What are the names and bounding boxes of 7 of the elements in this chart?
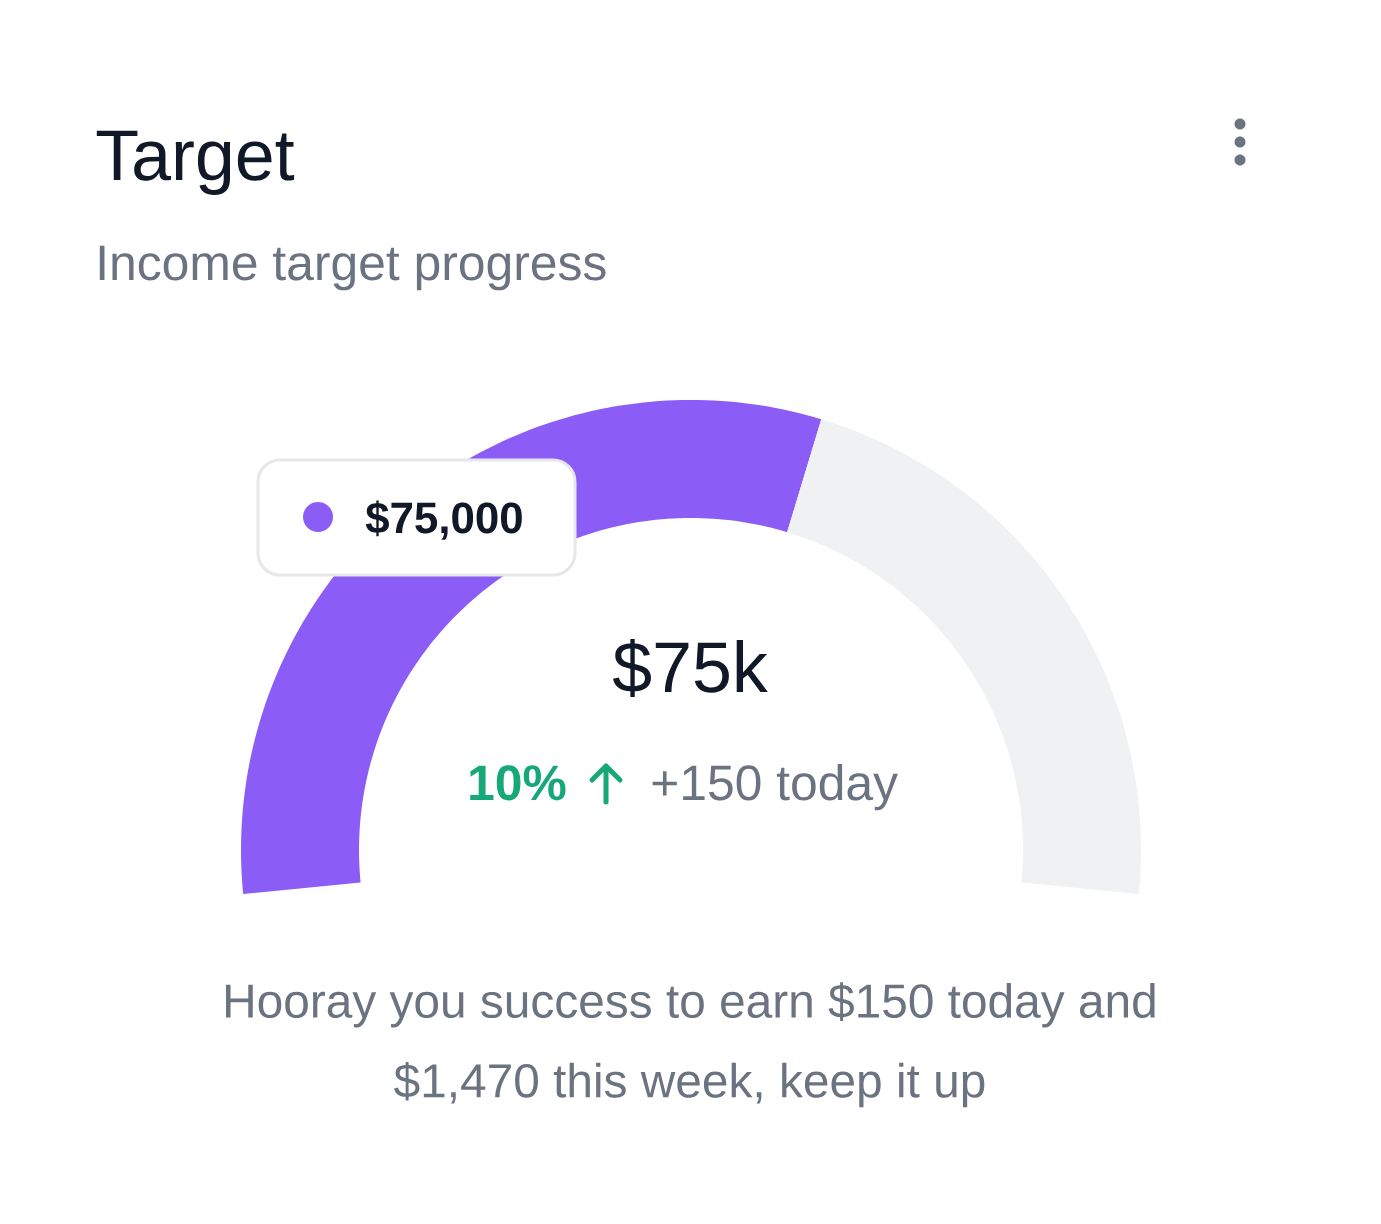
text: Hooray you success to earn $150 today and $1,470 this week, keep it up	[226, 982, 1155, 1108]
chart-title: Target	[96, 130, 295, 195]
text: 10%	[470, 765, 566, 801]
text: $75k	[613, 638, 768, 697]
text: $75,000	[365, 500, 522, 540]
chart-subtitle: Income target progress	[99, 245, 606, 291]
text: +150 today	[652, 763, 898, 811]
